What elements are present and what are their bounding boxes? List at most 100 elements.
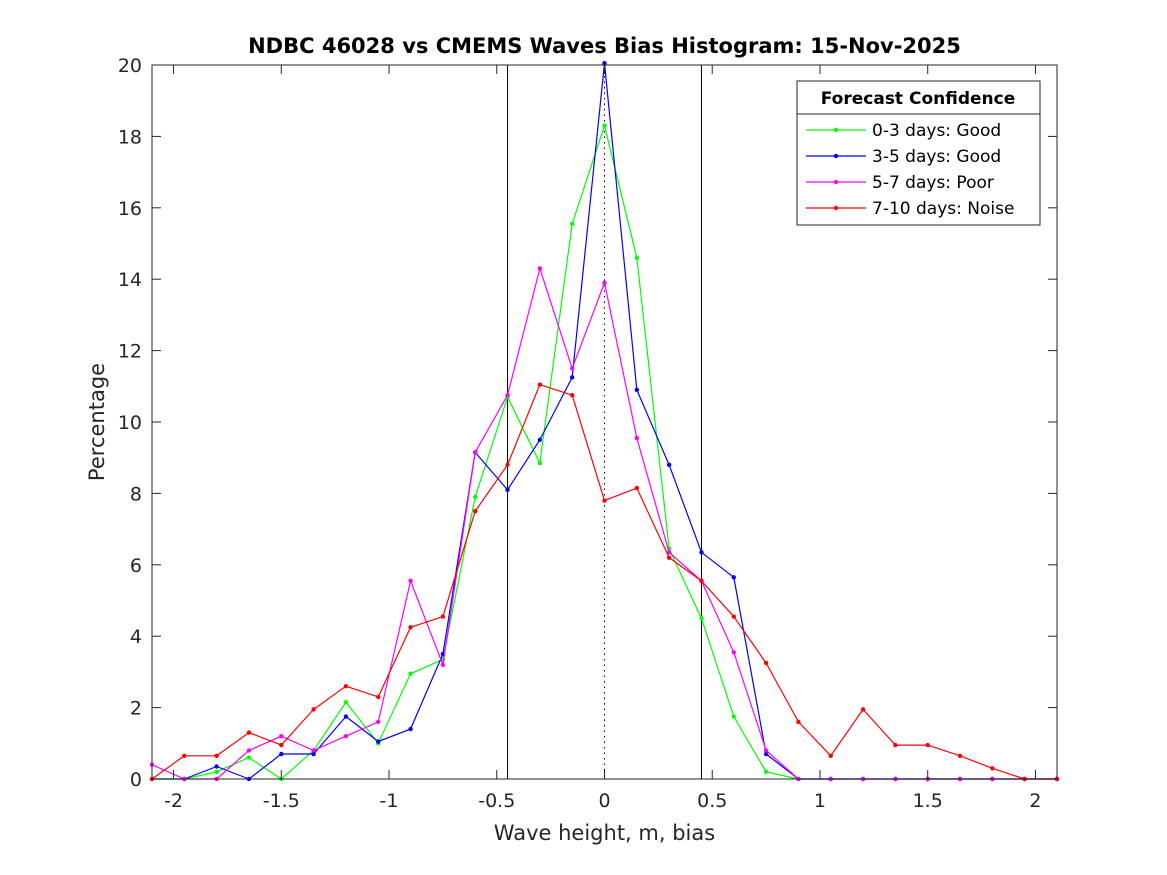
series-4-point — [473, 509, 478, 514]
series-4-point — [796, 719, 801, 725]
x-tick-label: -1.5 — [263, 790, 300, 812]
series-3-point — [473, 450, 478, 455]
series-4-point — [763, 660, 769, 666]
legend-swatch-marker — [833, 179, 839, 185]
x-tick-label: -2 — [164, 790, 183, 812]
x-tick-label: -1 — [380, 790, 399, 812]
series-1-point — [473, 494, 478, 500]
series-1-point — [537, 460, 543, 466]
legend-swatch-marker — [833, 153, 839, 159]
x-tick-label: 0.5 — [697, 790, 727, 812]
y-axis-title: Percentage — [85, 363, 109, 481]
legend-label: 7-10 days: Noise — [872, 199, 1014, 219]
series-1-point — [569, 221, 575, 227]
series-3-point — [602, 280, 607, 285]
series-2-point — [376, 739, 381, 744]
series-4-point — [279, 742, 284, 748]
series-4-point — [343, 683, 349, 689]
series-4-point — [893, 742, 898, 748]
legend-label: 3-5 days: Good — [872, 147, 1001, 167]
series-4-point — [731, 614, 736, 619]
series-3-point — [343, 733, 349, 739]
series-4-point — [440, 614, 446, 619]
series-1-point — [699, 616, 704, 621]
series-3-point — [279, 733, 284, 739]
series-4-point — [311, 707, 316, 712]
series-4-point — [666, 555, 672, 560]
series-3-point — [763, 748, 769, 753]
x-tick-label: 2 — [1029, 790, 1041, 812]
y-tick-label: 12 — [118, 341, 142, 363]
legend-label: 5-7 days: Poor — [872, 173, 994, 193]
series-4-point — [957, 753, 963, 758]
series-3-point — [246, 748, 252, 753]
series-4-point — [699, 578, 704, 584]
series-4-point — [828, 753, 833, 758]
series-3-point — [311, 748, 316, 753]
legend-entries: 0-3 days: Good 3-5 days: Good 5-7 days: Po… — [806, 121, 1014, 219]
series-1-point — [602, 123, 607, 128]
legend-swatch-marker — [833, 127, 839, 133]
reference-lines — [507, 65, 702, 779]
series-1-point — [343, 700, 349, 705]
y-tick-label: 0 — [130, 769, 142, 791]
legend: Forecast Confidence 0-3 days: Good 3-5 da… — [796, 80, 1041, 226]
series-2-point — [311, 751, 316, 757]
series-3-point — [408, 578, 413, 584]
series-3-point — [376, 719, 381, 725]
series-3-point — [569, 366, 575, 371]
series-4-point — [602, 498, 607, 503]
series-4-point — [569, 393, 575, 398]
y-tick-label: 20 — [118, 55, 142, 77]
series-4-point — [376, 694, 381, 700]
legend-box — [796, 80, 1041, 226]
series-1-point — [634, 255, 640, 260]
series-3-point — [537, 266, 543, 271]
series-2-point — [408, 726, 413, 732]
series-1-point — [214, 769, 219, 775]
y-tick-label: 2 — [130, 698, 142, 720]
x-tick-label: 0 — [598, 790, 610, 812]
series-2-point — [666, 462, 672, 468]
series-2-point — [634, 387, 640, 393]
y-tick-label: 18 — [118, 126, 142, 148]
series-1-point — [763, 769, 769, 775]
series-1-point — [246, 755, 252, 760]
series-3-point — [634, 435, 640, 441]
x-tick-label: 1 — [814, 790, 826, 812]
y-tick-label: 10 — [118, 412, 142, 434]
chart-title: NDBC 46028 vs CMEMS Waves Bias Histogram… — [248, 34, 961, 58]
series-4-point — [990, 766, 995, 771]
series-4-point — [925, 742, 930, 748]
series-2-point — [214, 764, 219, 769]
y-tick-label: 8 — [130, 483, 142, 505]
x-axis-title: Wave height, m, bias — [494, 821, 715, 845]
series-layer — [149, 61, 1060, 782]
series-4-point — [634, 485, 640, 491]
series-4-point — [537, 382, 543, 387]
series-3-point — [731, 650, 736, 655]
series-2-point — [279, 751, 284, 757]
series-2-point — [569, 375, 575, 380]
series-2-point — [763, 751, 769, 757]
series-1-point — [408, 671, 413, 676]
series-2-point — [505, 487, 510, 493]
series-3-point — [505, 393, 510, 398]
y-tick-label: 6 — [130, 555, 142, 577]
series-3-point — [666, 550, 672, 555]
series-1-point — [731, 714, 736, 719]
x-tick-label: 1.5 — [913, 790, 943, 812]
series-4-point — [408, 625, 413, 630]
legend-swatch-marker — [833, 205, 839, 211]
series-4-point — [182, 753, 187, 758]
series-3-point — [440, 662, 446, 667]
series-2-point — [699, 550, 704, 555]
series-4-point — [214, 753, 219, 758]
x-tick-label: -0.5 — [478, 790, 515, 812]
series-4-point — [246, 730, 252, 735]
series-2-point — [343, 714, 349, 719]
y-tick-label: 4 — [130, 626, 142, 648]
legend-label: 0-3 days: Good — [872, 121, 1001, 141]
